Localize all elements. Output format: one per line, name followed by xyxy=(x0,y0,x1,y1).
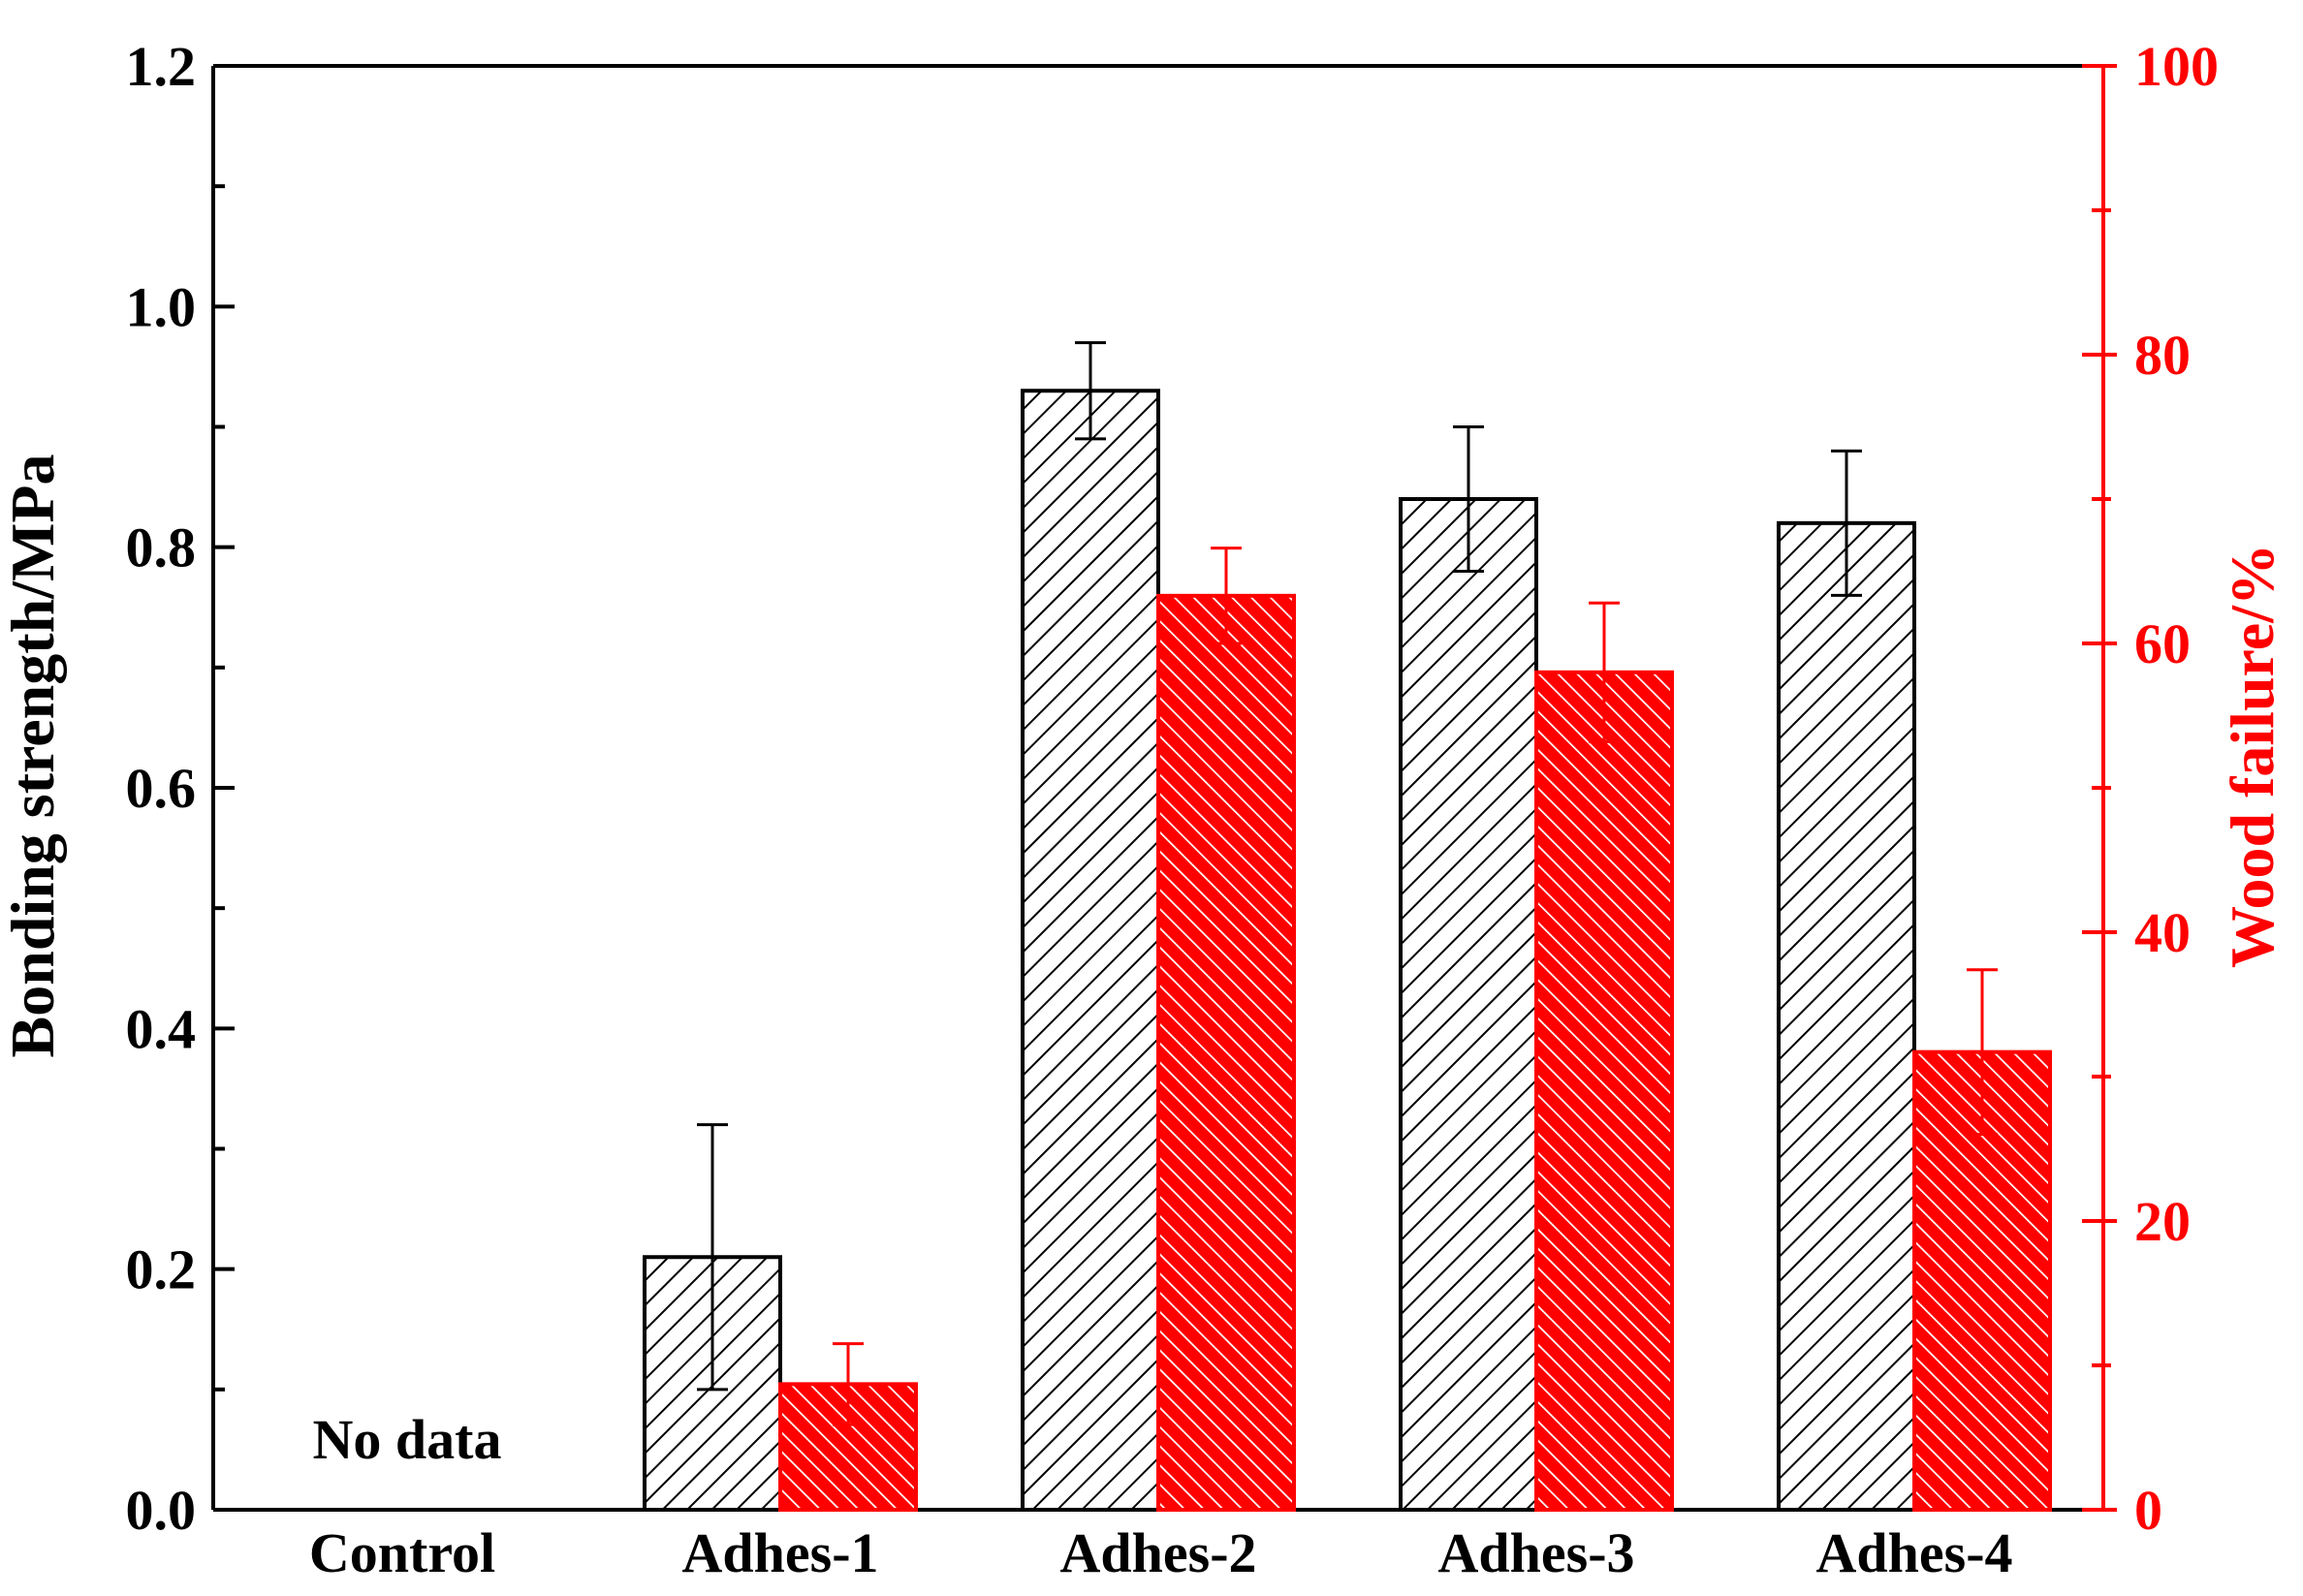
y-tick-label: 0.4 xyxy=(126,997,197,1060)
x-category-label: Adhes-4 xyxy=(1815,1521,2012,1584)
wood-failure-bar xyxy=(1534,670,1674,1512)
bonding-strength-bar xyxy=(1399,497,1538,1512)
y-tick-label: 0.0 xyxy=(126,1479,197,1542)
y2-tick-label: 20 xyxy=(2134,1190,2191,1253)
x-category-label: Adhes-3 xyxy=(1437,1521,1634,1584)
error-bars-layer xyxy=(697,341,1998,1426)
y-tick-label: 1.2 xyxy=(126,35,197,98)
x-category-label: Control xyxy=(309,1521,495,1584)
left-axis: 0.0 0.2 0.4 0.6 0.8 1.0 1.2 xyxy=(126,35,235,1542)
wood-failure-bar xyxy=(1156,593,1296,1512)
y2-tick-label: 60 xyxy=(2134,612,2191,675)
x-axis: Control Adhes-1 Adhes-2 Adhes-3 Adhes-4 xyxy=(309,1521,2013,1584)
x-category-label: Adhes-1 xyxy=(681,1521,878,1584)
y-tick-label: 0.6 xyxy=(126,757,197,820)
no-data-annotation: No data xyxy=(313,1408,502,1471)
bars-layer xyxy=(643,389,2052,1513)
bonding-strength-bar xyxy=(1021,389,1160,1512)
y2-tick-label: 100 xyxy=(2134,35,2219,98)
right-axis: 0 20 40 60 80 100 xyxy=(2082,35,2219,1542)
x-category-label: Adhes-2 xyxy=(1059,1521,1256,1584)
y2-tick-label: 80 xyxy=(2134,324,2191,387)
y2-axis-title: Wood failure/% xyxy=(2218,544,2287,968)
y-tick-label: 1.0 xyxy=(126,275,197,338)
y-axis-title: Bonding strength/MPa xyxy=(0,454,67,1058)
y2-tick-label: 40 xyxy=(2134,901,2191,964)
bonding-strength-bar xyxy=(1777,520,1916,1512)
y-tick-label: 0.2 xyxy=(126,1238,197,1301)
y2-tick-label: 0 xyxy=(2134,1479,2162,1542)
y-tick-label: 0.8 xyxy=(126,516,197,579)
